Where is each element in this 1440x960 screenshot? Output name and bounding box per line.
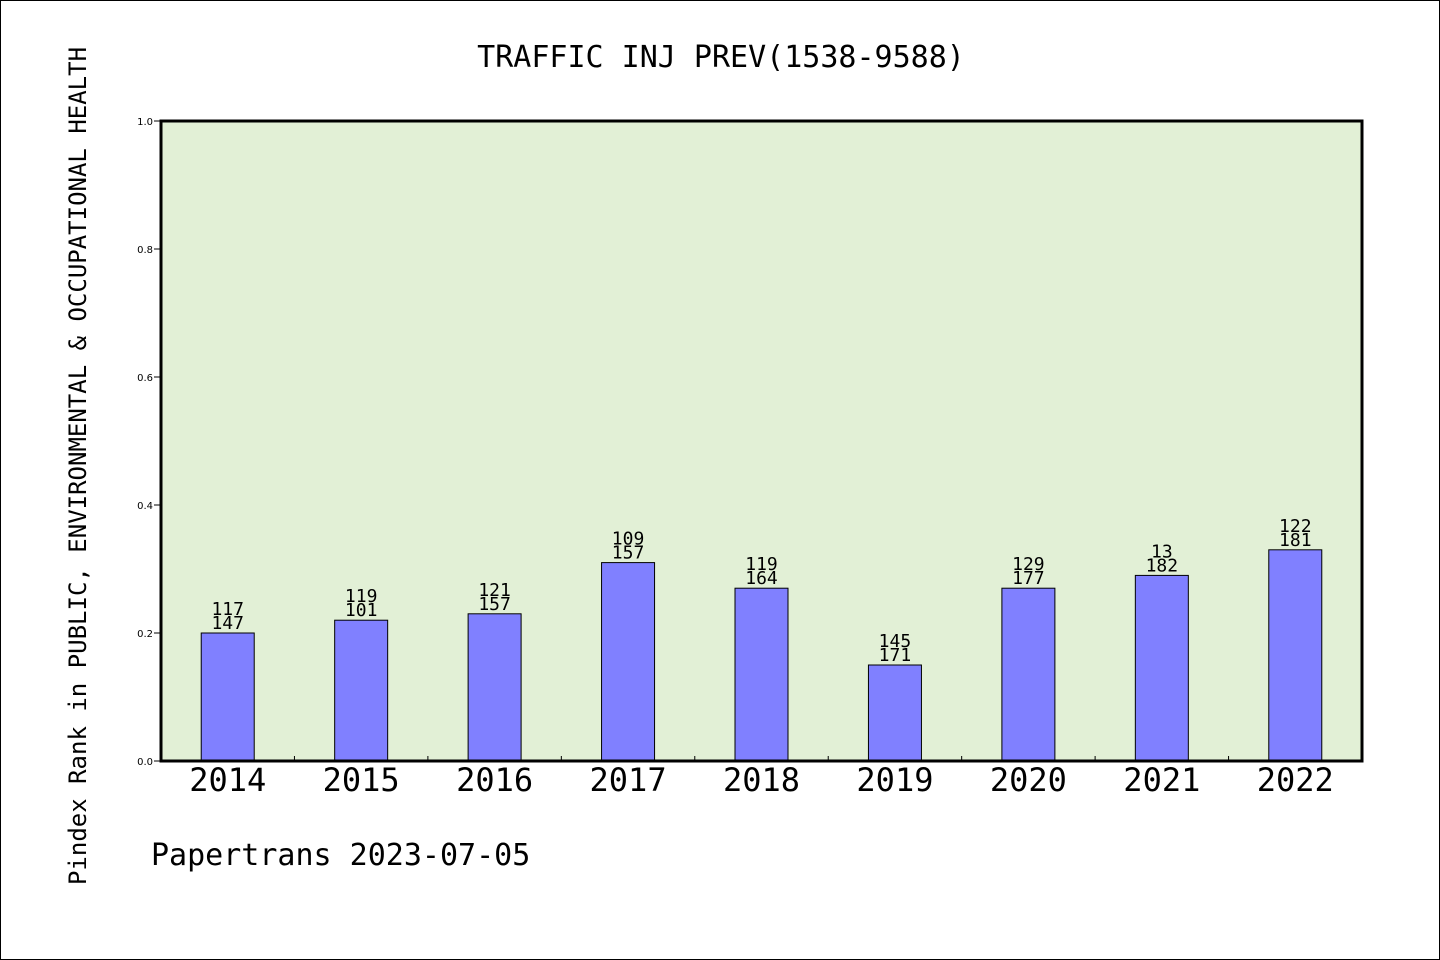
x-tick-label: 2019 bbox=[856, 761, 933, 799]
y-tick-label: 1.0 bbox=[137, 117, 153, 128]
bar-2020 bbox=[1001, 587, 1056, 762]
bar-label-top: 122 bbox=[1279, 516, 1312, 537]
x-tick-label: 2015 bbox=[323, 761, 400, 799]
y-axis-label: Pindex Rank in PUBLIC, ENVIRONMENTAL & O… bbox=[64, 47, 92, 885]
bar-label-top: 129 bbox=[1012, 554, 1045, 575]
bar-label-bottom: 164 bbox=[745, 568, 778, 589]
bar-label-top: 119 bbox=[745, 554, 778, 575]
y-axis: 0.0 0.2 0.4 0.6 0.8 1.0 bbox=[137, 117, 161, 768]
bars-layer bbox=[200, 549, 1323, 762]
bar-2014 bbox=[200, 632, 255, 762]
bar-2017 bbox=[601, 562, 656, 762]
plot-border bbox=[159, 119, 1364, 763]
x-tick-label: 2016 bbox=[456, 761, 533, 799]
bar-2019 bbox=[867, 664, 922, 762]
x-tick-label: 2017 bbox=[590, 761, 667, 799]
x-axis: 2014 2015 2016 2017 2018 2019 2020 2021 2022 bbox=[189, 756, 1334, 799]
x-tick-label: 2018 bbox=[723, 761, 800, 799]
data-labels-layer: 1171471191011211571091571191641451711291… bbox=[211, 516, 1311, 666]
bar-label-bottom: 181 bbox=[1279, 530, 1312, 551]
bar-label-top: 13 bbox=[1151, 541, 1173, 562]
bar-label-top: 109 bbox=[612, 529, 645, 550]
bar-label-bottom: 177 bbox=[1012, 568, 1045, 589]
y-tick-label: 0.2 bbox=[137, 629, 153, 640]
y-tick-label: 0.8 bbox=[137, 245, 153, 256]
bar-label-bottom: 157 bbox=[478, 594, 511, 615]
bar-label-top: 121 bbox=[478, 580, 511, 601]
bar-label-top: 145 bbox=[879, 631, 912, 652]
footer-credit: Papertrans 2023-07-05 bbox=[151, 838, 530, 873]
bar-label-bottom: 147 bbox=[211, 613, 244, 634]
x-tick-label: 2021 bbox=[1123, 761, 1200, 799]
chart-title: TRAFFIC INJ PREV(1538-9588) bbox=[477, 40, 965, 75]
bar-label-bottom: 101 bbox=[345, 600, 378, 621]
bar-2015 bbox=[334, 619, 389, 762]
x-tick-label: 2020 bbox=[990, 761, 1067, 799]
y-tick-label: 0.0 bbox=[137, 757, 153, 768]
y-tick-label: 0.6 bbox=[137, 373, 153, 384]
bar-label-bottom: 182 bbox=[1146, 555, 1179, 576]
bar-2018 bbox=[734, 587, 789, 762]
y-tick-label: 0.4 bbox=[137, 501, 153, 512]
bar-2022 bbox=[1268, 549, 1323, 762]
bar-2021 bbox=[1134, 574, 1189, 762]
bar-2016 bbox=[467, 613, 522, 762]
bar-label-top: 117 bbox=[211, 599, 244, 620]
bar-label-bottom: 157 bbox=[612, 543, 645, 564]
bar-label-bottom: 171 bbox=[879, 645, 912, 666]
x-tick-label: 2014 bbox=[189, 761, 266, 799]
x-tick-label: 2022 bbox=[1257, 761, 1334, 799]
bar-label-top: 119 bbox=[345, 586, 378, 607]
